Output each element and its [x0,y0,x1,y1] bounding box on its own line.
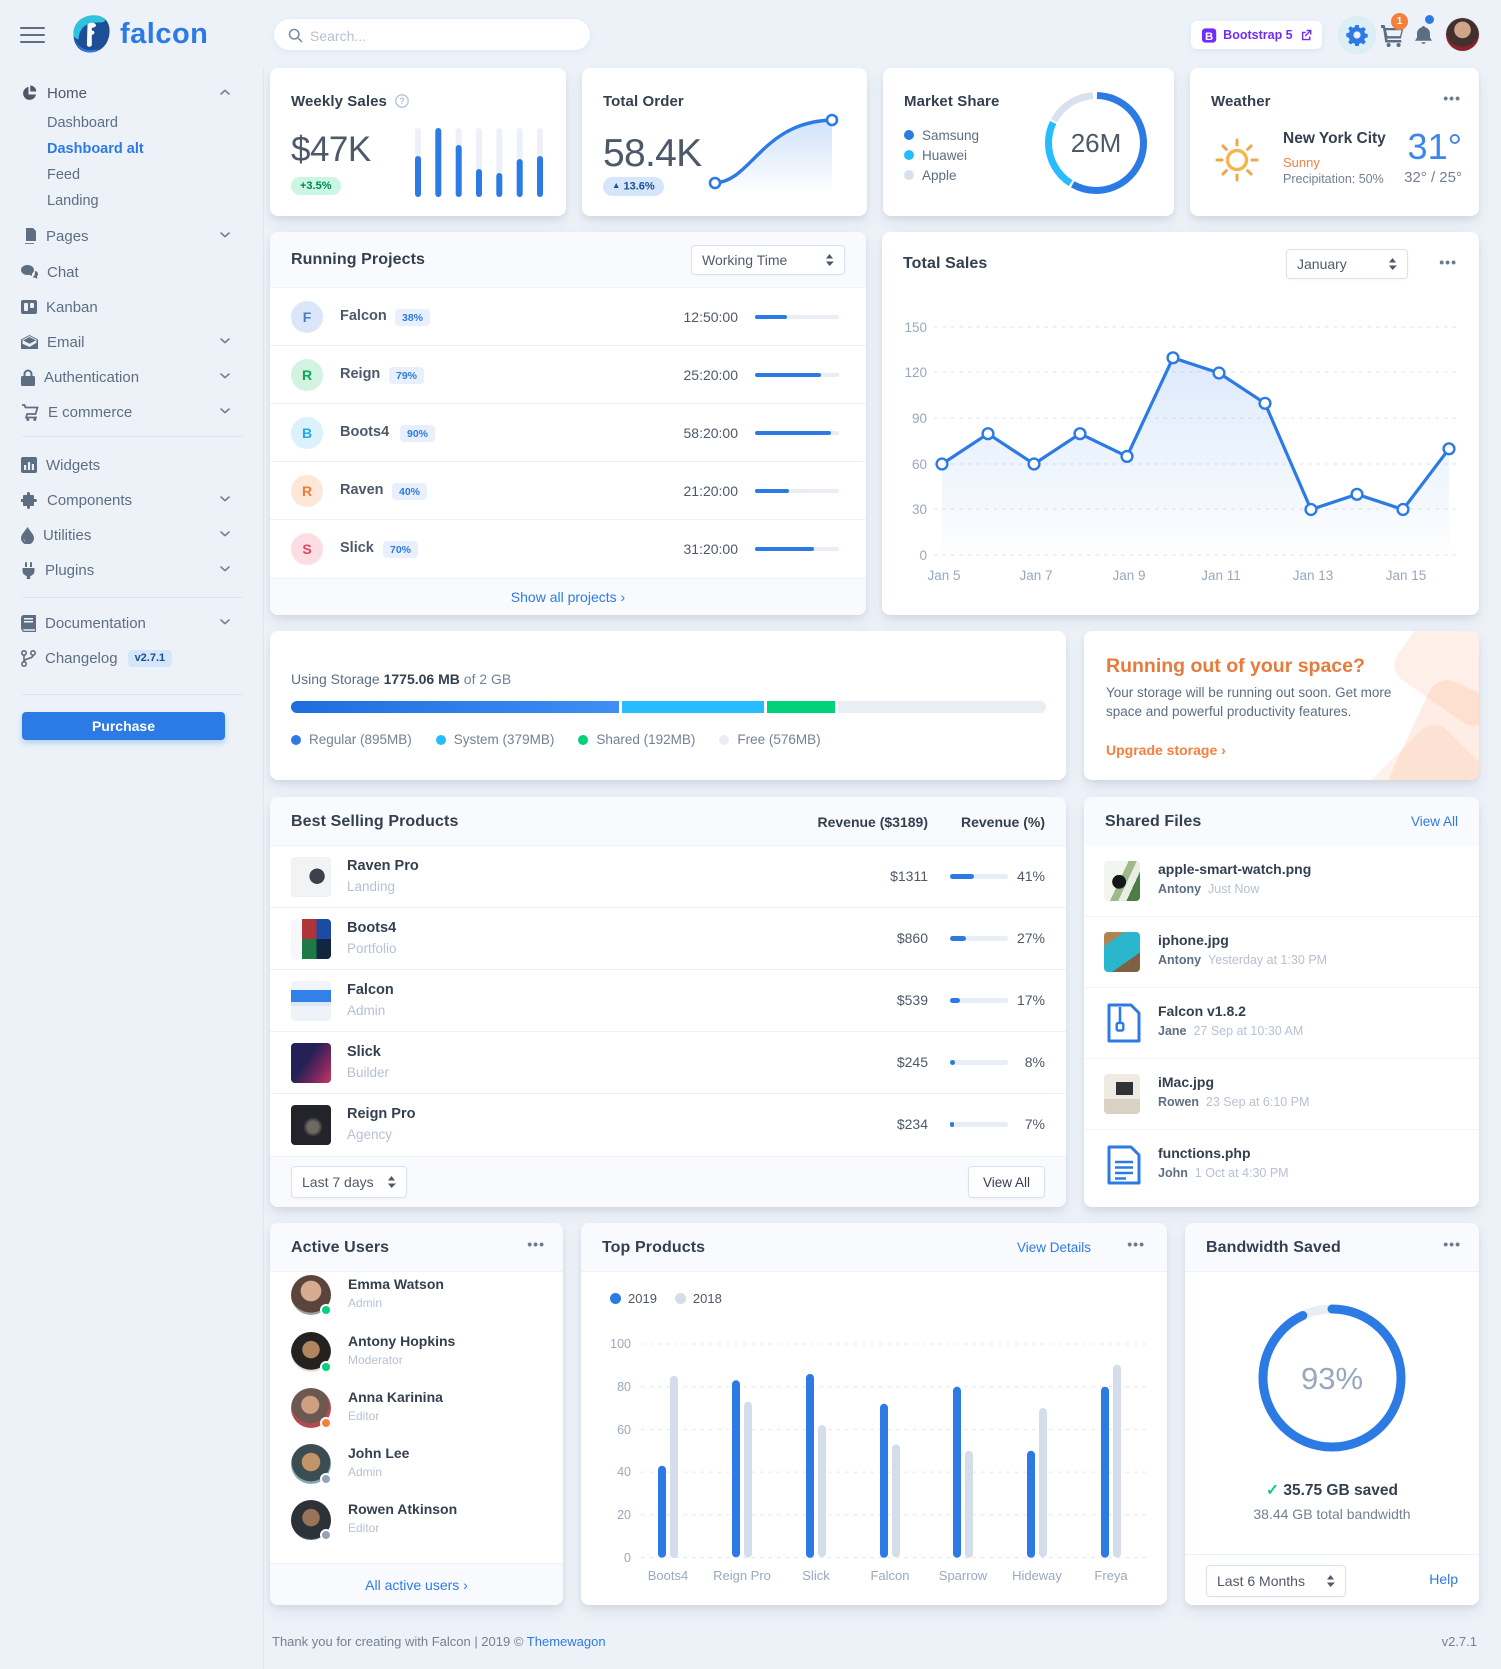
svg-text:150: 150 [904,320,927,335]
svg-text:0: 0 [919,548,927,563]
svg-text:26M: 26M [1071,128,1122,158]
svg-text:Freya: Freya [1094,1568,1128,1583]
svg-text:40: 40 [617,1465,631,1479]
svg-text:80: 80 [617,1380,631,1394]
svg-text:120: 120 [904,365,927,380]
svg-text:Hideway: Hideway [1012,1568,1062,1583]
svg-text:60: 60 [912,457,927,472]
svg-text:93%: 93% [1301,1361,1363,1396]
svg-text:Jan 7: Jan 7 [1019,568,1052,583]
svg-text:Jan 13: Jan 13 [1293,568,1334,583]
svg-text:Falcon: Falcon [870,1568,909,1583]
svg-text:Reign Pro: Reign Pro [713,1568,771,1583]
svg-text:0: 0 [624,1551,631,1565]
svg-text:Jan 11: Jan 11 [1201,568,1241,583]
svg-text:Jan 15: Jan 15 [1386,568,1427,583]
svg-text:Jan 9: Jan 9 [1112,568,1145,583]
svg-text:Slick: Slick [802,1568,830,1583]
svg-text:90: 90 [912,411,927,426]
svg-text:Jan 5: Jan 5 [927,568,960,583]
svg-text:?: ? [399,96,405,106]
svg-text:30: 30 [912,502,927,517]
svg-text:Sparrow: Sparrow [939,1568,988,1583]
svg-text:B: B [1205,30,1213,42]
svg-text:100: 100 [610,1337,631,1351]
svg-text:Boots4: Boots4 [648,1568,688,1583]
svg-text:20: 20 [617,1508,631,1522]
svg-text:60: 60 [617,1423,631,1437]
